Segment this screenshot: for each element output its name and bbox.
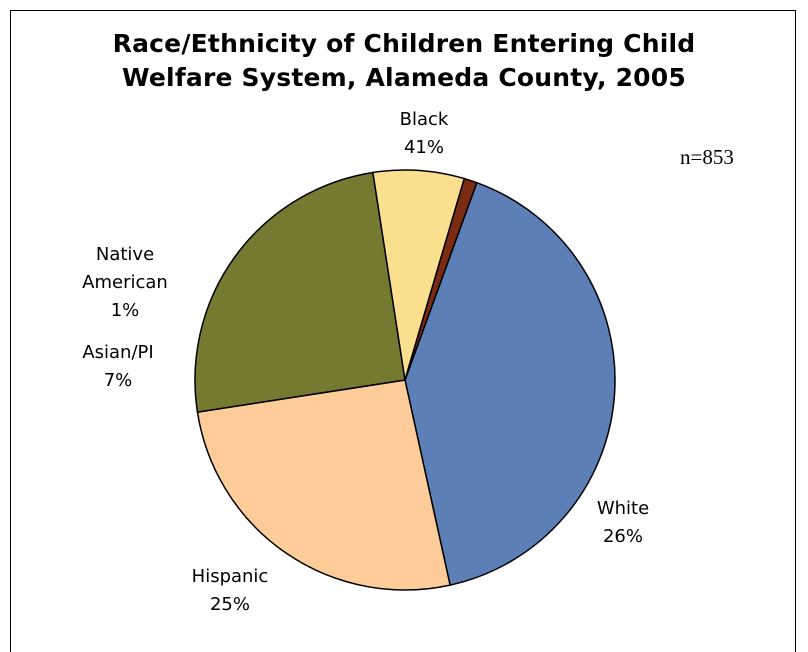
chart-title-line-2: Welfare System, Alameda County, 2005 bbox=[122, 63, 686, 92]
chart-title: Race/Ethnicity of Children Entering Chil… bbox=[0, 27, 808, 95]
pie-slice-native bbox=[404, 177, 478, 381]
pie-slice-white bbox=[196, 379, 451, 591]
chart-title-line-1: Race/Ethnicity of Children Entering Chil… bbox=[112, 29, 696, 58]
chart-frame bbox=[10, 10, 796, 652]
slice-label-native: Native American 1% bbox=[82, 244, 168, 321]
sample-size-note: n=853 bbox=[680, 145, 734, 169]
slice-label-hispanic: Hispanic 25% bbox=[192, 566, 269, 615]
slice-label-black: Black 41% bbox=[400, 109, 449, 158]
slice-label-white: White 26% bbox=[597, 498, 649, 547]
pie-slice-black bbox=[404, 181, 616, 586]
slice-label-asian-pi: Asian/PI 7% bbox=[82, 342, 153, 391]
pie-slice-hispanic bbox=[194, 171, 406, 413]
